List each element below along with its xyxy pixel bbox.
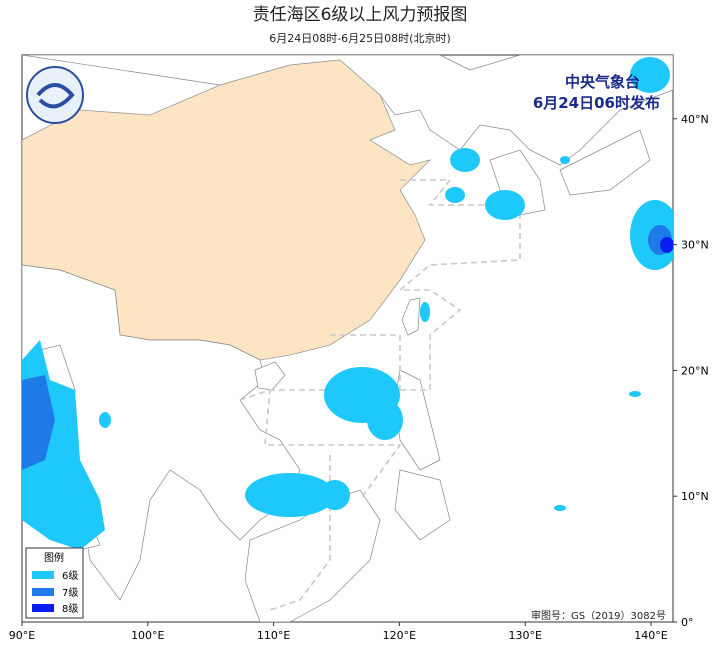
- x-label: 130°E: [508, 629, 541, 642]
- legend-item: 6级: [62, 570, 78, 582]
- japan: [559, 129, 651, 196]
- philippines-south: [394, 469, 451, 541]
- y-label: 0°: [681, 616, 694, 629]
- longitude-labels: 90°E 100°E 110°E 120°E 130°E 140°E: [9, 622, 668, 642]
- map-area: 中央气象台 6月24日06时发布 图例 6级 7级 8级 审图号：GS（2019…: [21, 54, 674, 623]
- approval-number: 审图号：GS（2019）3082号: [531, 609, 666, 622]
- x-label: 100°E: [131, 629, 164, 642]
- logo: [26, 66, 84, 124]
- hainan: [254, 361, 286, 391]
- legend-item: 7级: [62, 587, 78, 599]
- map-subtitle: 6月24日08时-6月25日08时(北京时): [269, 31, 451, 45]
- y-label: 10°N: [681, 490, 709, 503]
- legend: 图例 6级 7级 8级: [25, 547, 84, 619]
- latitude-labels: 0° 10°N 20°N 30°N 40°N: [673, 113, 709, 629]
- x-label: 140°E: [634, 629, 667, 642]
- y-label: 40°N: [681, 113, 709, 126]
- issue-time: 6月24日06时发布: [533, 94, 660, 112]
- korea-japan: [489, 149, 546, 216]
- wind-8: [660, 237, 673, 253]
- legend-item: 8级: [62, 603, 78, 615]
- x-label: 90°E: [9, 629, 35, 642]
- agency: 中央气象台: [565, 73, 640, 91]
- x-label: 110°E: [257, 629, 290, 642]
- taiwan: [401, 297, 421, 336]
- legend-title: 图例: [44, 551, 64, 564]
- y-label: 20°N: [681, 364, 709, 377]
- x-label: 120°E: [383, 629, 416, 642]
- y-label: 30°N: [681, 239, 709, 252]
- map-title: 责任海区6级以上风力预报图: [253, 5, 468, 25]
